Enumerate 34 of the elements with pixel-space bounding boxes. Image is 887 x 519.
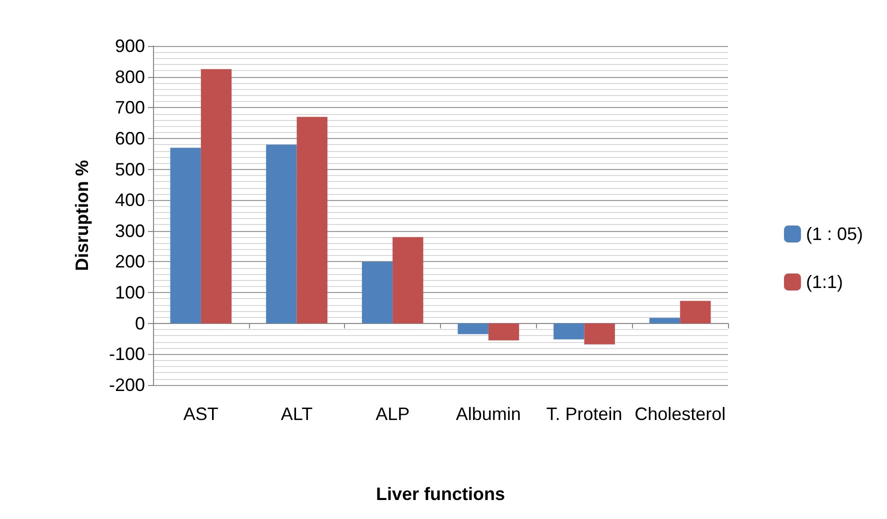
bar — [584, 323, 615, 344]
y-tick-label: 400 — [114, 190, 145, 210]
x-tick-label: ALP — [376, 404, 410, 424]
y-tick-label: 200 — [114, 252, 145, 272]
bar — [200, 69, 232, 324]
bar — [170, 148, 201, 324]
bar — [362, 262, 393, 324]
x-tick-label: AST — [183, 404, 218, 424]
bar — [680, 300, 711, 324]
x-tick-label: T. Protein — [546, 404, 622, 424]
bar — [266, 144, 297, 324]
y-tick-label: 300 — [114, 220, 145, 241]
y-tick-label: -100 — [108, 344, 145, 364]
y-tick-label: 100 — [114, 282, 145, 303]
bar — [392, 237, 424, 324]
y-tick-label: 600 — [114, 128, 145, 148]
y-tick-label: -200 — [108, 375, 145, 395]
bar — [458, 323, 488, 334]
y-tick-label: 700 — [114, 98, 145, 118]
y-tick-label: 800 — [114, 66, 145, 87]
x-axis-title: Liver functions — [376, 484, 506, 504]
bar — [488, 323, 520, 340]
y-tick-label: 500 — [114, 159, 145, 180]
bar — [649, 318, 680, 324]
legend-label: (1 : 05) — [806, 224, 864, 244]
x-tick-label: Cholesterol — [634, 404, 726, 424]
y-axis-title: Disruption % — [72, 160, 92, 271]
bar — [296, 116, 328, 324]
x-tick-label: ALT — [280, 404, 313, 424]
legend-label: (1:1) — [806, 272, 843, 292]
y-tick-label: 900 — [114, 36, 145, 56]
bar — [554, 323, 584, 340]
y-tick-label: 0 — [134, 313, 145, 334]
x-tick-label: Albumin — [456, 404, 521, 424]
